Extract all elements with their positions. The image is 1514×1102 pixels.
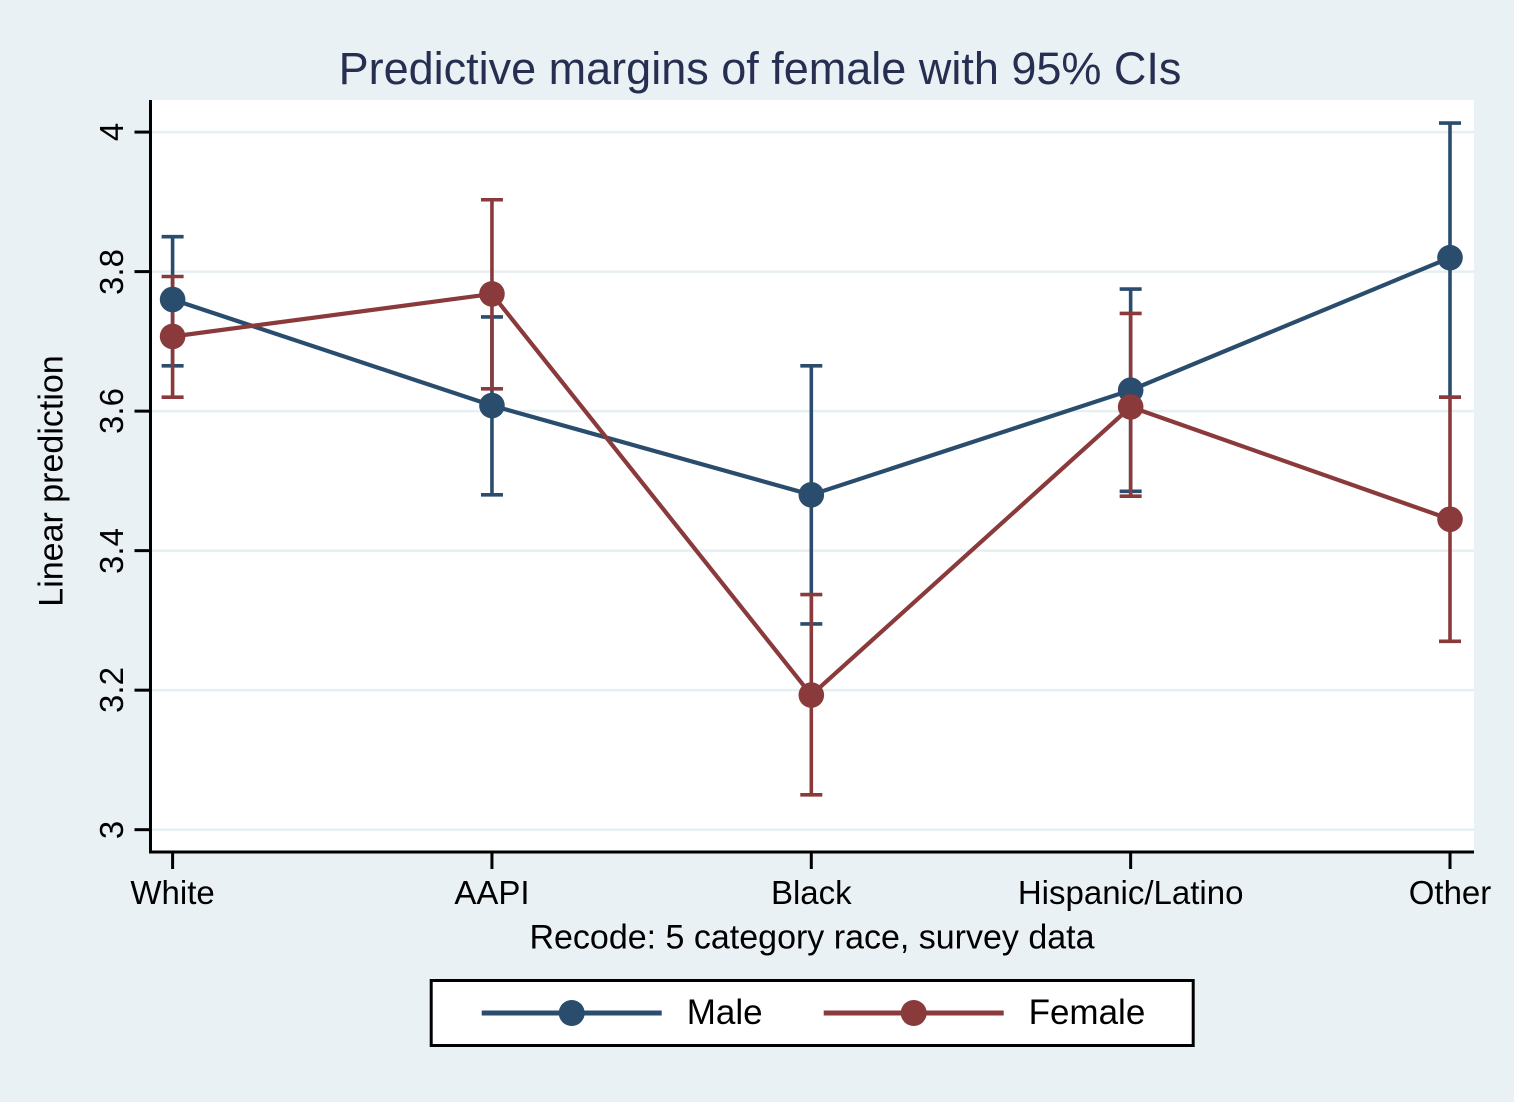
female-marker-Other xyxy=(1437,506,1463,533)
female-marker-AAPI xyxy=(479,281,505,307)
y-axis-title: Linear prediction xyxy=(32,355,71,607)
female-marker-Black xyxy=(798,682,825,708)
ytick-label-3.2: 3.2 xyxy=(93,667,130,714)
legend: Male Female xyxy=(429,979,1195,1047)
female-marker-Hispanic/Latino xyxy=(1117,394,1144,420)
xtick-label-hispanic-latino: Hispanic/Latino xyxy=(1017,874,1244,911)
xtick-label-white: White xyxy=(130,874,215,911)
male-line-marker-sample xyxy=(481,1000,662,1026)
x-axis-title: Recode: 5 category race, survey data xyxy=(529,918,1095,957)
legend-label-female: Female xyxy=(1028,993,1146,1032)
ytick-label-3.4: 3.4 xyxy=(93,527,130,574)
male-marker-White xyxy=(159,286,186,313)
ytick-label-3: 3 xyxy=(93,820,130,839)
legend-item-female: Female xyxy=(821,993,1146,1033)
legend-item-male: Male xyxy=(479,993,763,1033)
male-marker-Black xyxy=(798,482,825,508)
male-marker-Other xyxy=(1437,244,1463,271)
xtick-label-aapi: AAPI xyxy=(454,874,530,911)
ytick-label-4: 4 xyxy=(93,122,130,142)
female-line-marker-sample xyxy=(823,1000,1004,1026)
chart-title: Predictive margins of female with 95% CI… xyxy=(338,43,1182,94)
ytick-label-3.8: 3.8 xyxy=(93,248,130,295)
xtick-label-black: Black xyxy=(770,874,852,911)
legend-label-male: Male xyxy=(686,993,763,1032)
ytick-label-3.6: 3.6 xyxy=(93,388,130,435)
xtick-label-other: Other xyxy=(1408,874,1492,911)
male-marker-AAPI xyxy=(479,392,505,419)
female-marker-White xyxy=(159,323,186,350)
